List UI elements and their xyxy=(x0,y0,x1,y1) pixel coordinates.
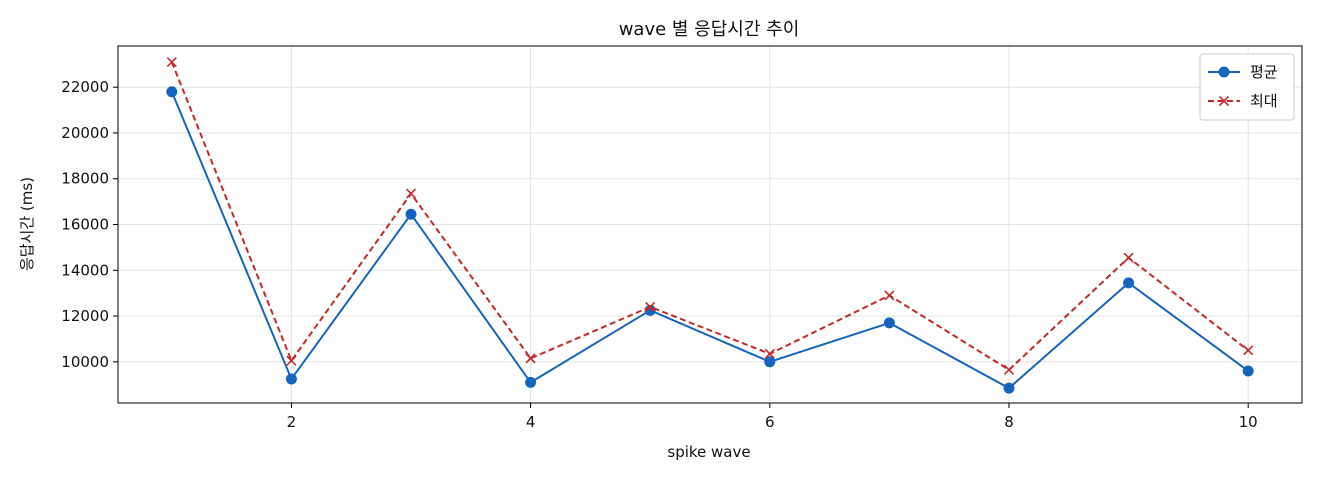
plot-frame xyxy=(117,45,1303,404)
data-point xyxy=(1123,277,1135,289)
x-marker-stroke xyxy=(764,348,775,359)
x-marker-stroke xyxy=(166,56,177,68)
legend-marker-1 xyxy=(1218,95,1230,107)
data-point xyxy=(764,356,776,368)
chart-title: wave 별 응답시간 추이 xyxy=(619,19,800,40)
x-tick-label: 8 xyxy=(1004,413,1014,431)
x-marker-stroke xyxy=(1218,95,1230,107)
x-tick-label: 4 xyxy=(526,413,536,431)
data-point xyxy=(883,317,895,329)
y-tick-label: 16000 xyxy=(61,216,109,234)
data-point xyxy=(1243,345,1254,356)
x-tick-label: 6 xyxy=(765,413,775,431)
data-point xyxy=(884,290,895,301)
data-point xyxy=(1003,382,1015,394)
x-marker-stroke xyxy=(286,355,297,366)
y-tick-label: 12000 xyxy=(61,307,109,325)
data-point xyxy=(525,353,536,364)
data-point xyxy=(166,86,178,98)
x-marker-stroke xyxy=(1243,345,1254,356)
data-point xyxy=(1003,364,1015,375)
y-tick-label: 20000 xyxy=(61,124,109,142)
y-tick-label: 14000 xyxy=(61,261,109,279)
legend-label-0: 평균 xyxy=(1250,63,1278,81)
data-point xyxy=(166,56,177,68)
x-marker-stroke xyxy=(645,301,656,312)
data-point xyxy=(1242,365,1254,377)
data-point xyxy=(405,208,417,220)
data-point xyxy=(285,373,297,385)
legend-box xyxy=(1199,53,1295,121)
legend-marker-0 xyxy=(1218,66,1230,78)
data-point xyxy=(764,348,775,359)
y-axis-label: 응답시간 (ms) xyxy=(18,177,36,271)
data-point xyxy=(1123,252,1134,263)
x-marker-stroke xyxy=(1003,364,1015,375)
x-tick-label: 2 xyxy=(287,413,297,431)
y-tick-label: 10000 xyxy=(61,353,109,371)
series-layer xyxy=(166,56,1254,394)
series-line-1 xyxy=(170,61,1249,372)
y-tick-label: 18000 xyxy=(61,170,109,188)
x-marker-stroke xyxy=(1123,252,1134,263)
series-line-0 xyxy=(170,91,1249,390)
x-marker-stroke xyxy=(405,188,417,199)
data-point xyxy=(525,376,537,388)
grid-layer xyxy=(118,46,1302,403)
data-point xyxy=(405,188,417,199)
x-tick-label: 10 xyxy=(1239,413,1258,431)
axes-layer: 2 4 6 8 10 10000 12000 14000 16000 18000 20000 2200… xyxy=(61,45,1303,431)
x-axis-label: spike wave xyxy=(667,443,750,461)
data-point xyxy=(645,301,656,312)
legend-label-1: 최대 xyxy=(1250,92,1278,110)
x-marker-stroke xyxy=(884,290,895,301)
x-marker-stroke xyxy=(525,353,536,364)
data-point xyxy=(286,355,297,366)
y-tick-label: 22000 xyxy=(61,78,109,96)
